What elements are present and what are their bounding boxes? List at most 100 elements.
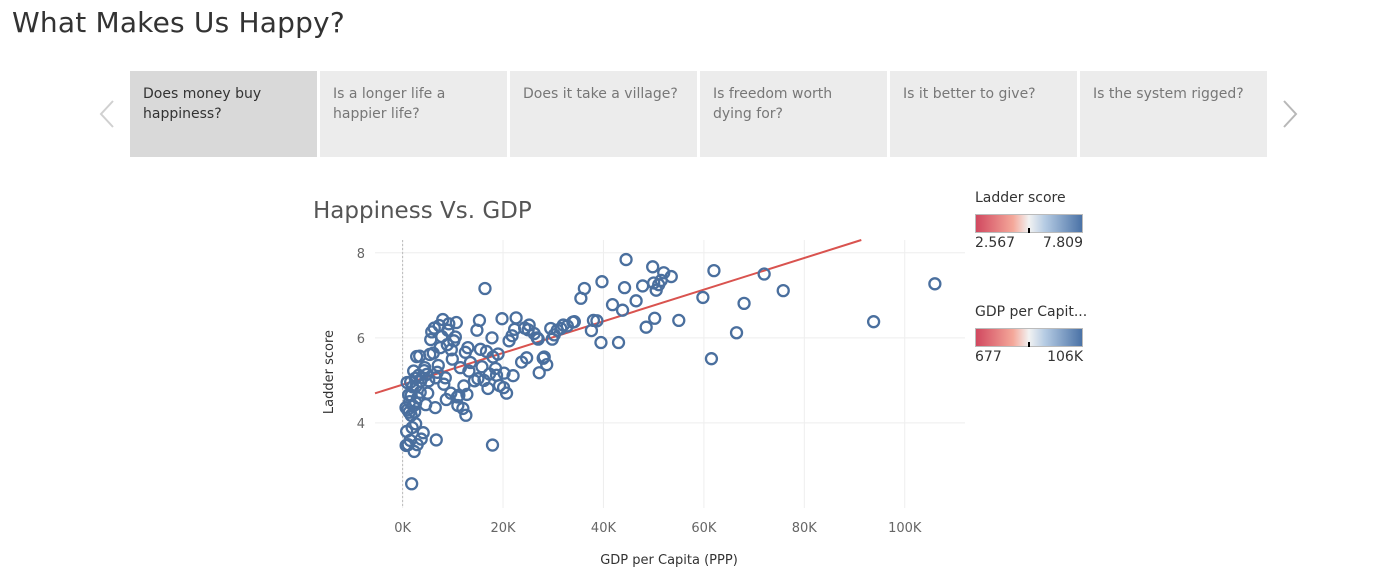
data-point[interactable]: [405, 477, 419, 491]
data-point[interactable]: [757, 267, 771, 281]
legend-ladder-score[interactable]: Ladder score 2.567 7.809: [975, 190, 1083, 251]
data-point[interactable]: [449, 315, 463, 330]
data-point[interactable]: [459, 408, 473, 422]
data-point[interactable]: [485, 438, 500, 452]
data-point[interactable]: [594, 335, 608, 350]
data-point[interactable]: [649, 283, 663, 297]
data-point[interactable]: [467, 374, 482, 388]
x-tick-label: 40K: [591, 521, 617, 536]
data-point[interactable]: [424, 332, 438, 347]
data-point[interactable]: [399, 438, 413, 453]
data-point[interactable]: [399, 424, 414, 439]
data-point[interactable]: [447, 334, 461, 348]
data-point[interactable]: [672, 313, 686, 328]
page-title: What Makes Us Happy?: [12, 6, 345, 39]
story-tab-freedom[interactable]: Is freedom worth dying for?: [700, 71, 887, 157]
data-point[interactable]: [400, 375, 414, 390]
story-tab-give[interactable]: Is it better to give?: [890, 71, 1077, 157]
data-point[interactable]: [451, 398, 465, 413]
data-point[interactable]: [429, 371, 443, 385]
data-point[interactable]: [477, 373, 491, 388]
data-point[interactable]: [431, 358, 445, 373]
data-point[interactable]: [617, 280, 632, 295]
data-point[interactable]: [475, 360, 489, 374]
data-point[interactable]: [509, 311, 523, 325]
x-tick-label: 100K: [888, 521, 922, 536]
story-next-button[interactable]: [1279, 98, 1301, 130]
y-axis-label: Ladder score: [322, 330, 337, 414]
scatter-points[interactable]: [399, 252, 942, 491]
data-point[interactable]: [489, 368, 504, 382]
data-point[interactable]: [453, 360, 468, 375]
data-point[interactable]: [458, 345, 473, 359]
legend-ladder-max: 7.809: [1042, 235, 1083, 251]
legend-ladder-marker: [1028, 228, 1030, 233]
data-point[interactable]: [635, 279, 650, 293]
data-point[interactable]: [507, 322, 522, 336]
data-point[interactable]: [619, 252, 633, 267]
data-point[interactable]: [657, 266, 671, 280]
data-point[interactable]: [416, 426, 430, 440]
data-point[interactable]: [536, 351, 550, 365]
data-point[interactable]: [696, 290, 710, 305]
data-point[interactable]: [425, 325, 439, 339]
data-point[interactable]: [485, 331, 499, 345]
data-point[interactable]: [707, 263, 721, 278]
data-point[interactable]: [648, 311, 662, 325]
data-point[interactable]: [463, 355, 478, 370]
data-point[interactable]: [615, 303, 630, 317]
data-point[interactable]: [502, 334, 516, 348]
story-tab-life[interactable]: Is a longer life a happier life?: [320, 71, 507, 157]
x-tick-label: 80K: [792, 521, 818, 536]
data-point[interactable]: [410, 349, 424, 364]
legend-gdp-marker: [1028, 342, 1030, 347]
legend-ladder-ramp: [975, 214, 1083, 233]
data-point[interactable]: [590, 314, 604, 328]
data-point[interactable]: [479, 344, 494, 359]
data-point[interactable]: [495, 312, 509, 326]
story-tab-money[interactable]: Does money buy happiness?: [130, 71, 317, 157]
legend-gdp-per-capita[interactable]: GDP per Capit... 677 106K: [975, 304, 1087, 365]
data-point[interactable]: [414, 374, 428, 388]
data-point[interactable]: [595, 275, 609, 289]
legend-gdp-ramp: [975, 328, 1083, 347]
data-point[interactable]: [737, 296, 751, 311]
x-tick-label: 60K: [691, 521, 717, 536]
data-point[interactable]: [429, 433, 443, 447]
data-point[interactable]: [540, 357, 554, 372]
data-point[interactable]: [866, 315, 881, 329]
data-point[interactable]: [470, 323, 484, 337]
chevron-right-icon: [1283, 100, 1298, 128]
data-point[interactable]: [928, 277, 942, 291]
data-point[interactable]: [473, 342, 488, 356]
data-point[interactable]: [514, 355, 529, 369]
story-prev-button[interactable]: [96, 98, 118, 130]
data-point[interactable]: [445, 352, 459, 366]
story-tab-village[interactable]: Does it take a village?: [510, 71, 697, 157]
data-point[interactable]: [611, 335, 626, 350]
data-point[interactable]: [776, 283, 790, 298]
data-point[interactable]: [437, 377, 451, 391]
data-point[interactable]: [574, 291, 588, 305]
data-point[interactable]: [544, 321, 558, 336]
story-tab-system[interactable]: Is the system rigged?: [1080, 71, 1267, 157]
data-point[interactable]: [729, 326, 744, 340]
legend-gdp-title: GDP per Capit...: [975, 304, 1088, 320]
data-point[interactable]: [605, 298, 620, 312]
data-point[interactable]: [478, 281, 492, 296]
data-point[interactable]: [646, 260, 660, 274]
data-point[interactable]: [566, 315, 580, 329]
trend-line: [374, 239, 862, 395]
data-point[interactable]: [401, 388, 416, 402]
legend-gdp-min: 677: [975, 349, 1002, 365]
data-point[interactable]: [404, 408, 418, 422]
data-point[interactable]: [639, 320, 653, 334]
data-point[interactable]: [450, 390, 464, 404]
data-point[interactable]: [532, 366, 546, 380]
data-point[interactable]: [584, 323, 599, 338]
data-point[interactable]: [629, 294, 643, 308]
data-point[interactable]: [704, 352, 719, 366]
data-point[interactable]: [531, 332, 545, 346]
data-point[interactable]: [418, 360, 432, 375]
data-point[interactable]: [440, 337, 454, 352]
